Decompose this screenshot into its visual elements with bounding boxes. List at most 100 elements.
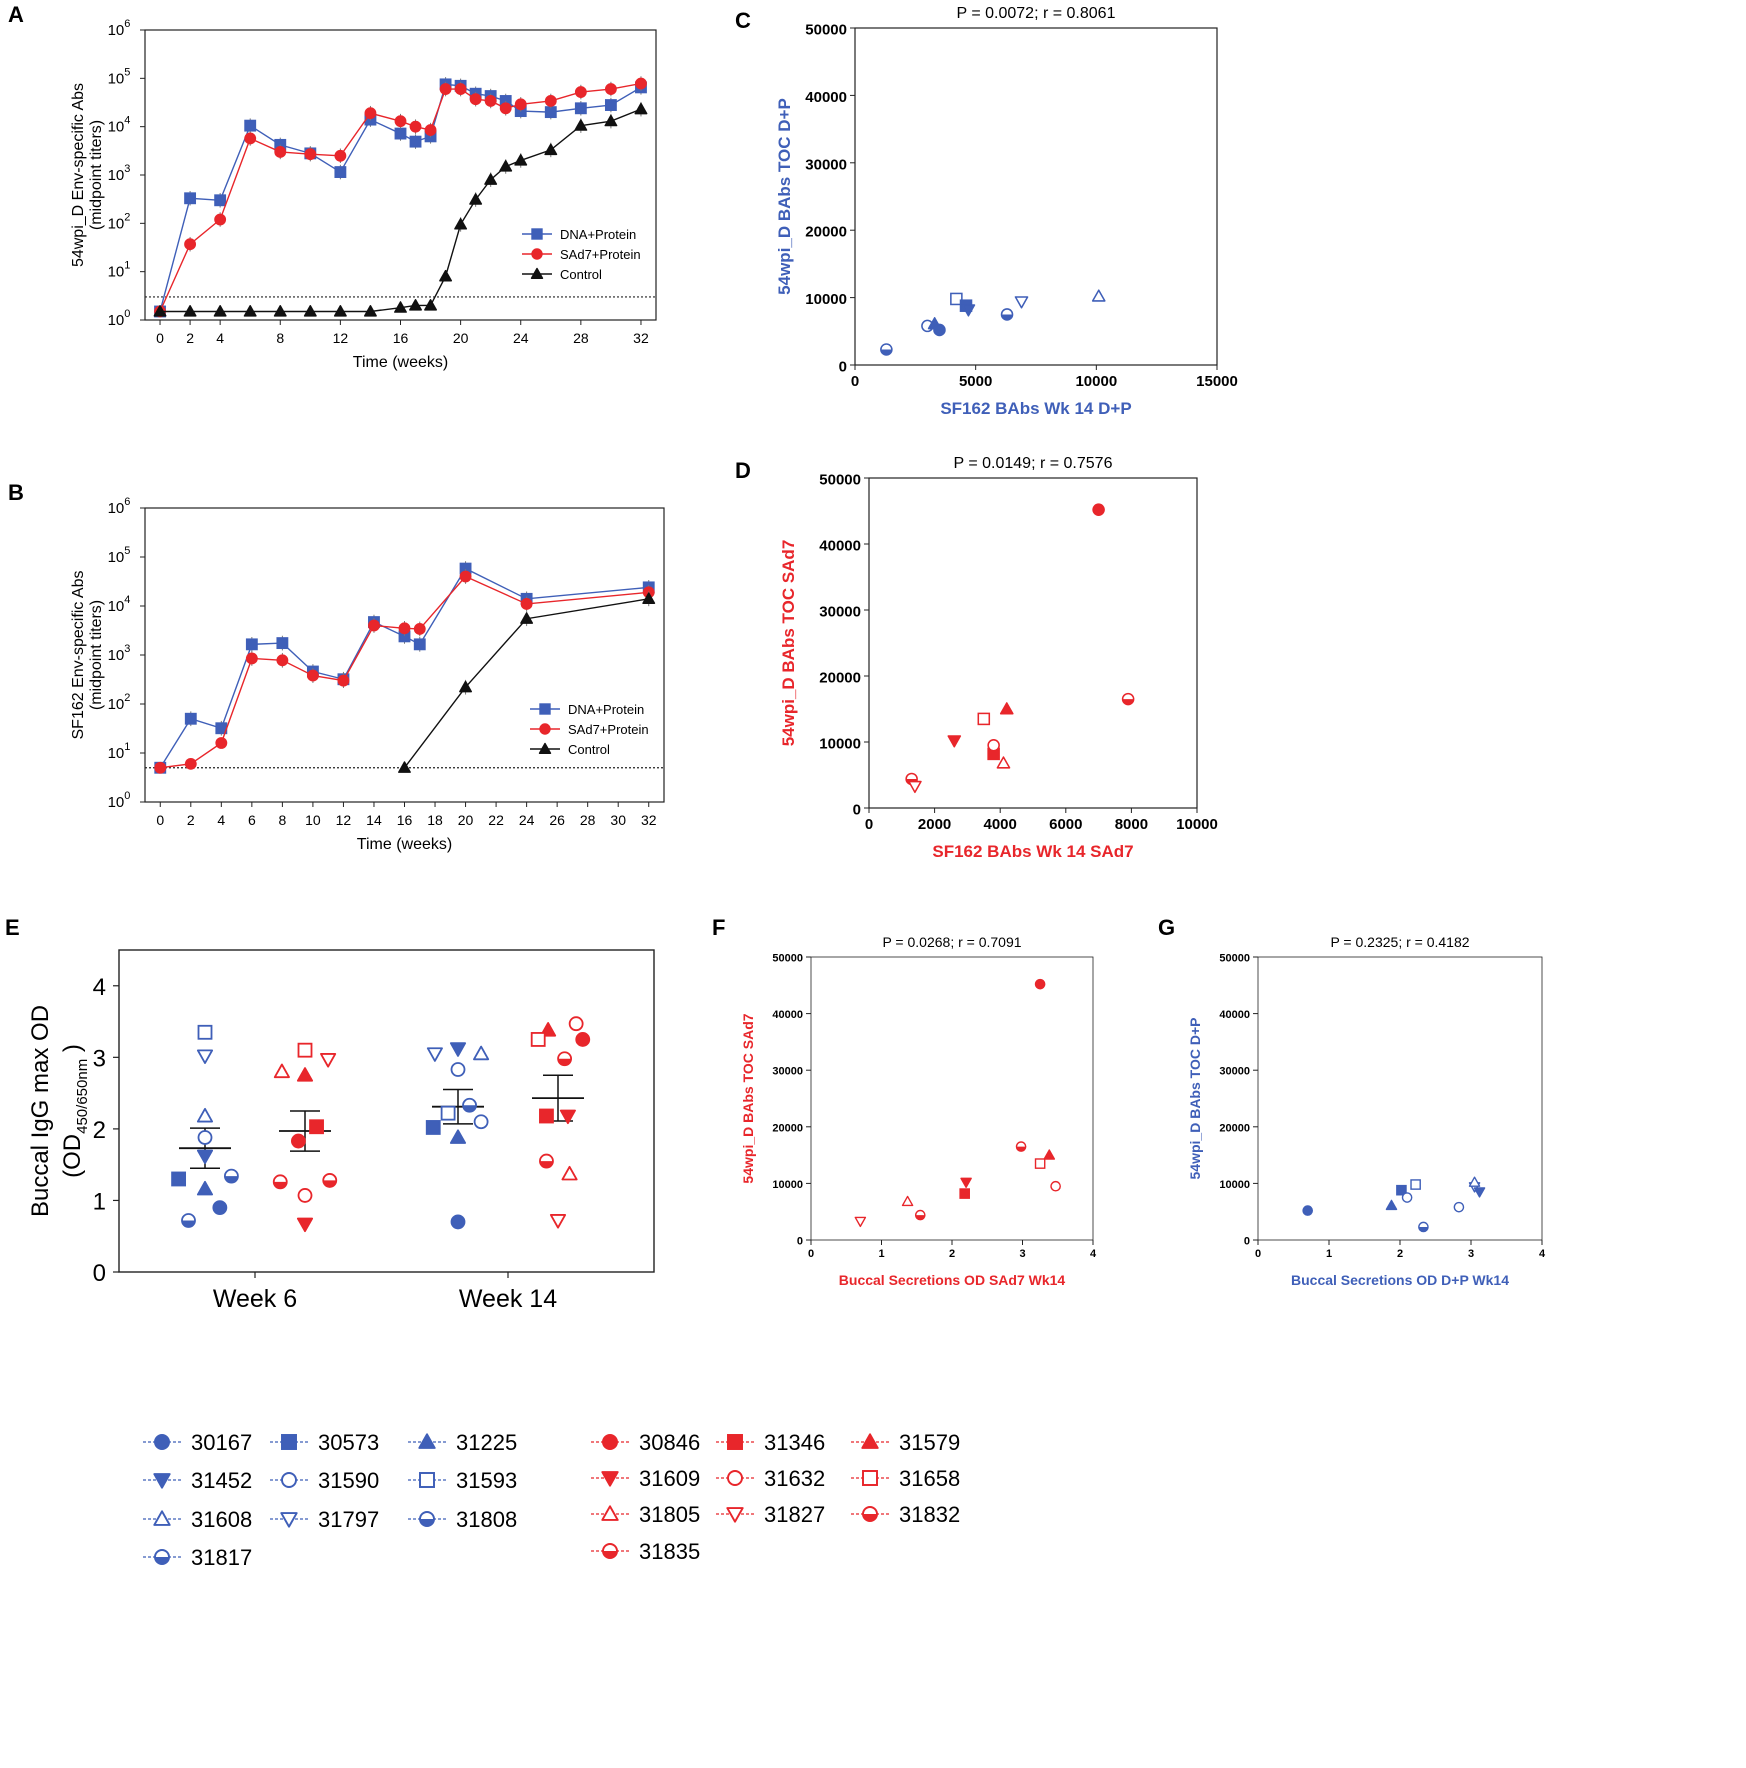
y-tick-exp: 2 (124, 211, 130, 223)
data-point (1410, 1179, 1421, 1190)
marker-shape (196, 1180, 214, 1196)
y-tick-base: 10 (108, 647, 125, 664)
y-tick-exp: 4 (124, 115, 130, 127)
y-tick-label: 106 (108, 496, 131, 517)
legend-label: 31225 (456, 1430, 517, 1455)
marker-shape (281, 1472, 297, 1488)
marker-shape (213, 305, 227, 317)
x-axis-label: Time (weeks) (357, 836, 452, 853)
data-point (880, 343, 893, 356)
series-point-black (604, 114, 618, 127)
series-point-red (368, 619, 380, 632)
y-axis-label-2: (OD450/650nm ) (59, 1044, 91, 1178)
y-tick-label: 20000 (819, 670, 861, 687)
y-tick-label: 100 (108, 308, 131, 329)
marker-shape (960, 1177, 972, 1189)
marker-shape (854, 1216, 867, 1228)
marker-shape (297, 1188, 313, 1203)
marker-shape (454, 83, 467, 95)
marker-shape (363, 305, 377, 317)
x-category-label: Week 6 (213, 1285, 297, 1313)
marker-shape (276, 637, 289, 650)
legend-marker (531, 228, 543, 240)
series-point-black (153, 305, 167, 317)
marker-shape (426, 1047, 443, 1062)
group-blue (171, 1024, 239, 1228)
marker-shape (450, 1062, 466, 1077)
x-axis-label: Time (weeks) (353, 354, 448, 371)
y-tick-label: 50000 (1219, 953, 1250, 965)
x-tick-label: 1 (878, 1248, 884, 1260)
marker-shape (334, 166, 347, 178)
series-point-blue (413, 638, 426, 651)
marker-shape (154, 761, 167, 774)
legend-entry-red: 31579 (851, 1430, 960, 1455)
y-tick-label: 103 (108, 163, 131, 184)
marker-shape (304, 148, 317, 161)
marker-shape (1034, 978, 1046, 990)
marker-shape (214, 194, 227, 207)
y-tick-label: 105 (108, 545, 131, 566)
y-tick-base: 10 (108, 22, 125, 39)
marker-shape (154, 1434, 170, 1450)
marker-shape (539, 723, 551, 735)
legend-entry-red: 31832 (851, 1502, 960, 1527)
data-point (297, 1042, 313, 1058)
legend-entry-red: 31658 (851, 1466, 960, 1491)
y-tick-label: 0 (93, 1260, 106, 1287)
y-tick-label: 0 (797, 1236, 803, 1248)
marker-shape (544, 143, 558, 156)
series-point-black (484, 173, 498, 185)
series-point-red (413, 623, 426, 635)
series-point-black (243, 305, 257, 317)
marker-shape (409, 120, 422, 133)
panel-F: F P = 0.0268; r = 0.7091 0 1 2 3 4 0 10000 20000 3… (712, 915, 1097, 1288)
marker-shape (450, 1214, 466, 1230)
series-point-black (398, 761, 411, 773)
x-tick-label: 28 (580, 812, 596, 828)
y-tick-label: 102 (108, 692, 131, 713)
data-point (196, 1180, 214, 1196)
data-point (549, 1214, 567, 1229)
x-tick-label: 0 (156, 812, 164, 828)
marker-shape (604, 83, 617, 95)
data-point (539, 1108, 554, 1124)
marker-shape (398, 622, 411, 635)
x-tick-label: 8000 (1115, 816, 1148, 833)
marker-shape (419, 1472, 435, 1488)
data-point (1014, 296, 1029, 309)
y-tick-base: 10 (108, 500, 125, 517)
series-point-red (394, 115, 407, 128)
series-point-red (454, 83, 467, 95)
legend-label: DNA+Protein (568, 702, 644, 717)
marker-shape (309, 1119, 324, 1135)
series-point-blue (394, 127, 407, 140)
x-tick-label: 0 (808, 1248, 814, 1260)
marker-shape (568, 1016, 584, 1032)
series-point-black (499, 160, 513, 172)
data-point (947, 735, 962, 748)
series-point-red (544, 95, 557, 107)
series-point-red (274, 146, 287, 158)
marker-shape (561, 1165, 578, 1181)
y-tick-exp: 3 (124, 163, 130, 175)
data-point (960, 1177, 972, 1189)
y-tick-label: 4 (93, 974, 106, 1001)
marker-shape (183, 305, 197, 317)
series-point-red (364, 107, 377, 120)
marker-shape (337, 674, 350, 687)
series-point-red (604, 83, 617, 95)
marker-shape (153, 305, 167, 317)
y-tick-label: 101 (108, 260, 131, 281)
panel-label: A (8, 2, 24, 27)
marker-shape (574, 119, 588, 131)
data-point (901, 1195, 914, 1207)
y-tick-label: 20000 (805, 224, 847, 241)
data-point (196, 1107, 214, 1123)
marker-shape (290, 1133, 306, 1149)
x-tick-label: 0 (156, 330, 164, 346)
legend-marker (862, 1506, 878, 1522)
marker-shape (214, 213, 227, 226)
y-tick-label: 103 (108, 643, 131, 664)
